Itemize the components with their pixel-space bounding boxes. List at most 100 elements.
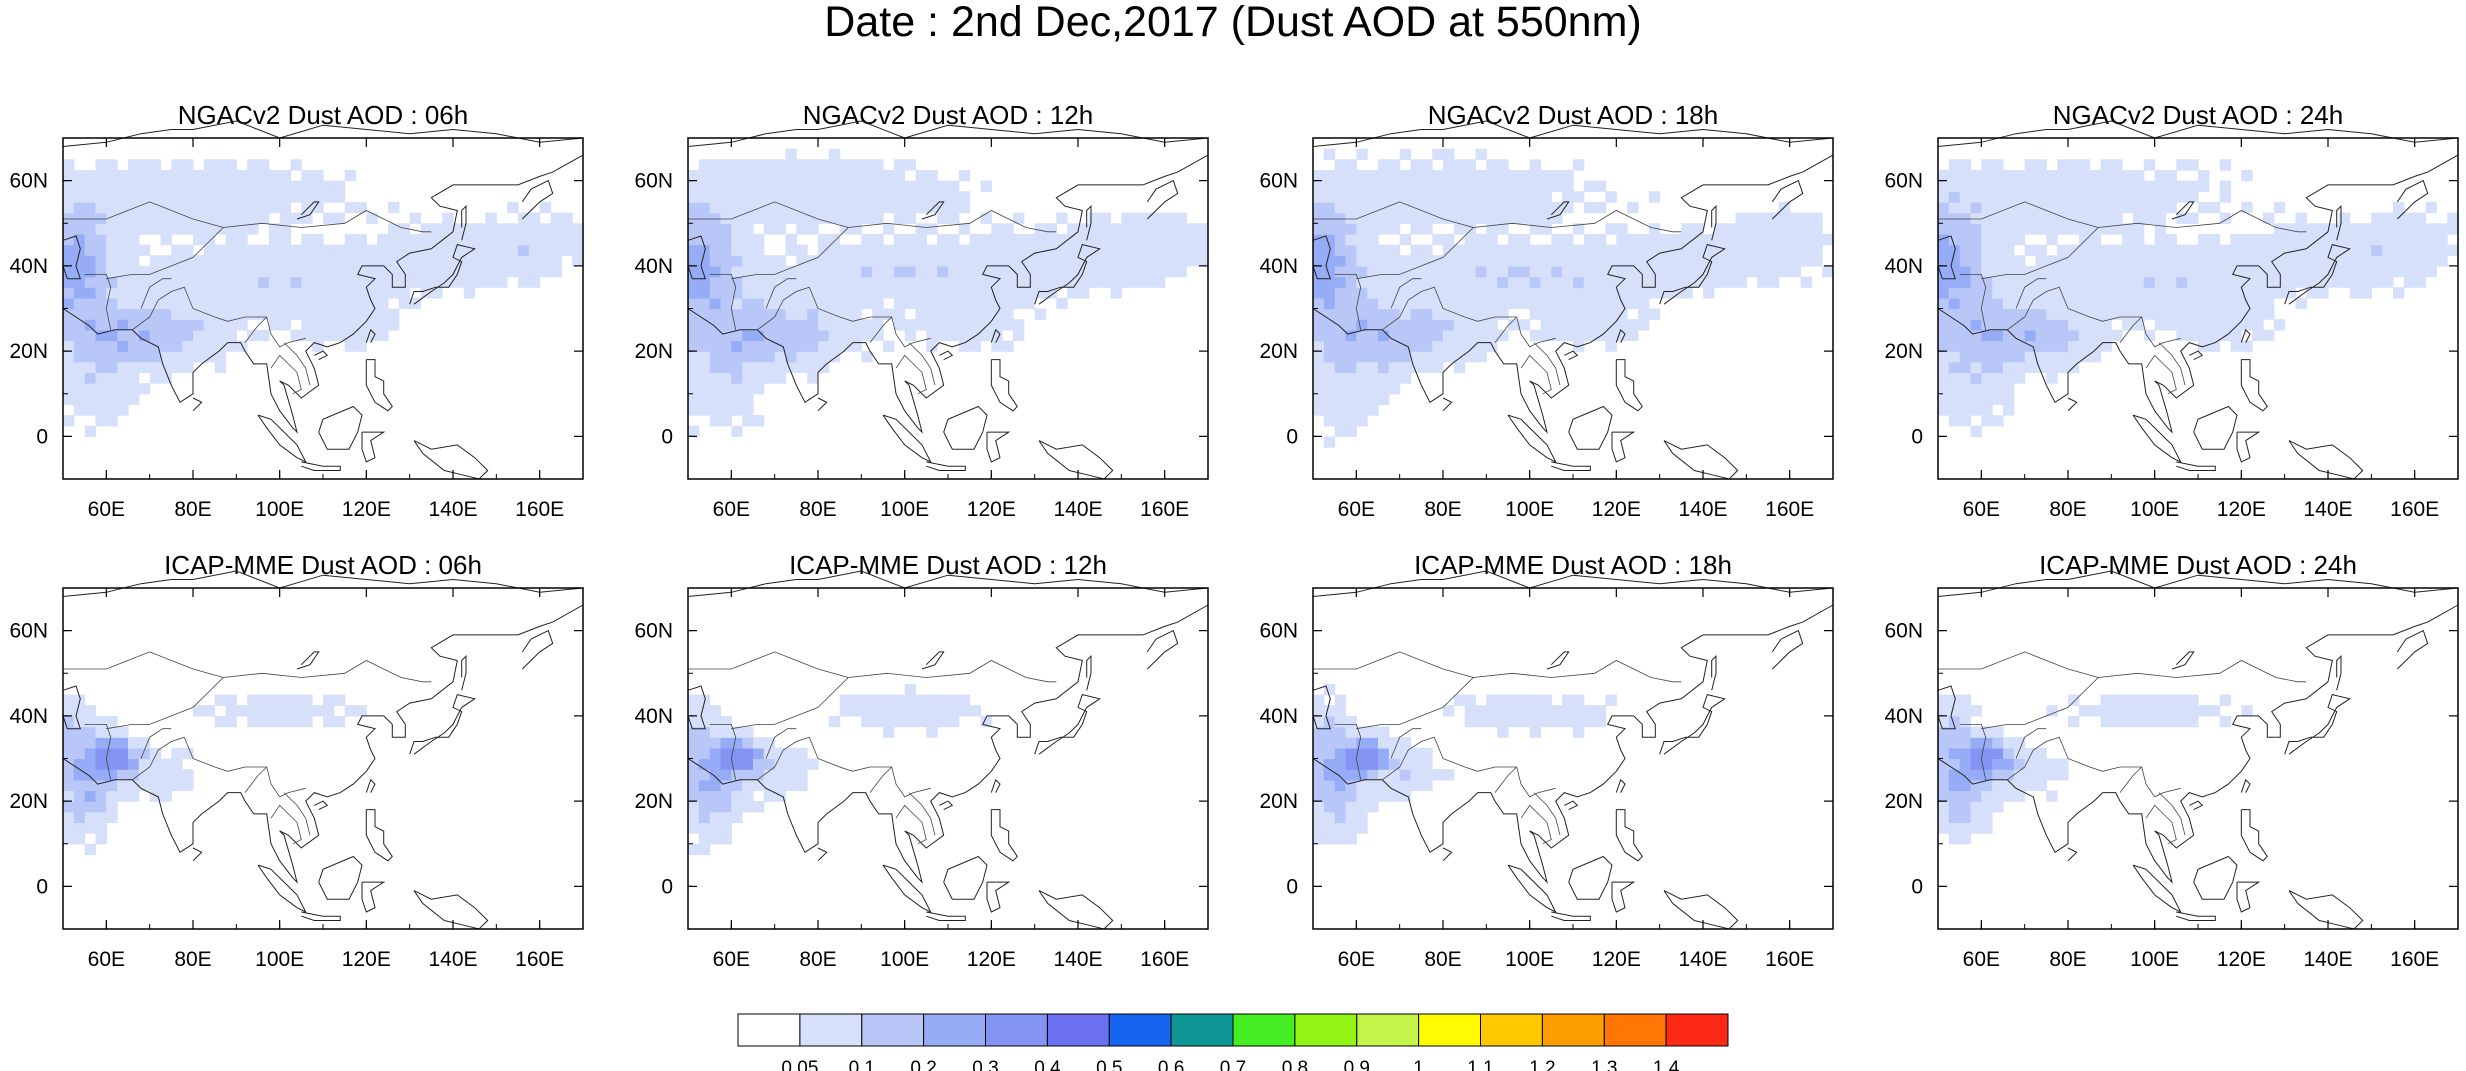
dust-cell bbox=[2024, 212, 2037, 224]
dust-cell bbox=[1313, 790, 1325, 802]
dust-cell bbox=[1627, 255, 1639, 267]
dust-cell bbox=[1778, 212, 1791, 224]
dust-cell bbox=[236, 705, 248, 717]
dust-cell bbox=[1399, 308, 1412, 320]
dust-cell bbox=[2078, 159, 2091, 171]
dust-cell bbox=[301, 265, 313, 278]
dust-cell bbox=[937, 201, 949, 214]
dust-cell bbox=[861, 244, 873, 256]
coastline bbox=[1086, 204, 1092, 241]
dust-cell bbox=[236, 276, 248, 288]
dust-cell bbox=[2046, 297, 2058, 310]
dust-cell bbox=[2089, 233, 2102, 246]
dust-cell bbox=[1938, 244, 1950, 256]
dust-cell bbox=[323, 191, 335, 203]
dust-cell bbox=[1334, 244, 1347, 256]
dust-cell bbox=[409, 255, 422, 267]
dust-cell bbox=[807, 351, 819, 363]
dust-cell bbox=[268, 308, 281, 320]
lat-tick-label: 0 bbox=[1911, 425, 1923, 448]
dust-cell bbox=[1045, 265, 1057, 278]
dust-cell bbox=[1388, 201, 1401, 214]
dust-cell bbox=[807, 170, 819, 182]
dust-cell bbox=[1981, 415, 1993, 427]
dust-cell bbox=[203, 297, 216, 310]
dust-cell bbox=[2035, 212, 2047, 224]
dust-cell bbox=[1981, 255, 1993, 267]
dust-cell bbox=[698, 769, 711, 781]
dust-cell bbox=[95, 329, 107, 342]
dust-cell bbox=[774, 308, 787, 320]
coastline bbox=[2284, 694, 2351, 755]
dust-cell bbox=[2035, 319, 2047, 331]
dust-cell bbox=[688, 747, 700, 760]
dust-cell bbox=[1573, 191, 1585, 203]
dust-cell bbox=[2349, 255, 2362, 267]
dust-cell bbox=[904, 233, 917, 246]
dust-cell bbox=[117, 287, 129, 299]
dust-cell bbox=[2143, 180, 2156, 192]
coastline bbox=[461, 654, 467, 691]
dust-cell bbox=[1464, 351, 1477, 363]
dust-cell bbox=[1518, 297, 1531, 310]
dust-cell bbox=[861, 201, 873, 214]
dust-cell bbox=[2133, 201, 2145, 214]
dust-cell bbox=[763, 372, 776, 384]
dust-cell bbox=[2263, 308, 2275, 320]
dust-cell bbox=[128, 287, 140, 299]
colorbar-swatch bbox=[1294, 1013, 1358, 1047]
dust-cell bbox=[225, 223, 237, 235]
dust-cell bbox=[323, 308, 335, 320]
dust-cell bbox=[698, 287, 711, 299]
dust-cell bbox=[1959, 319, 1972, 331]
dust-cell bbox=[742, 372, 754, 384]
dust-cell bbox=[2057, 361, 2069, 374]
lon-tick-label: 100E bbox=[880, 948, 929, 971]
country-border bbox=[1938, 201, 2099, 228]
dust-cell bbox=[258, 329, 270, 342]
dust-cell bbox=[893, 233, 906, 246]
dust-cell bbox=[1367, 297, 1379, 310]
dust-cell bbox=[2284, 287, 2297, 299]
dust-cell bbox=[1948, 415, 1961, 427]
dust-cell bbox=[1313, 779, 1325, 792]
dust-cell bbox=[839, 694, 852, 706]
coastline bbox=[1312, 120, 1834, 147]
dust-cell bbox=[431, 244, 443, 256]
dust-cell bbox=[377, 276, 389, 288]
colorbar-swatch bbox=[1541, 1013, 1605, 1047]
dust-cell bbox=[1197, 233, 1209, 246]
dust-cell bbox=[1475, 212, 1487, 224]
dust-cell bbox=[528, 233, 541, 246]
dust-cell bbox=[1508, 212, 1520, 224]
lon-tick-label: 60E bbox=[88, 498, 125, 521]
dust-cell bbox=[1938, 811, 1950, 824]
dust-cell bbox=[138, 383, 151, 395]
dust-cell bbox=[1334, 737, 1347, 749]
dust-cell bbox=[872, 255, 884, 267]
dust-cell bbox=[2046, 758, 2058, 770]
dust-cell bbox=[2241, 244, 2253, 256]
dust-cell bbox=[1421, 329, 1433, 342]
dust-cell bbox=[698, 372, 711, 384]
dust-cell bbox=[1313, 705, 1325, 717]
dust-cell bbox=[485, 233, 497, 246]
dust-cell bbox=[2403, 212, 2416, 224]
dust-cell bbox=[731, 170, 743, 182]
dust-cell bbox=[420, 265, 432, 278]
dust-cell bbox=[106, 276, 118, 288]
dust-cell bbox=[1367, 233, 1379, 246]
dust-cell bbox=[203, 265, 216, 278]
country-border bbox=[2158, 792, 2186, 836]
dust-cell bbox=[2035, 769, 2047, 781]
dust-cell bbox=[698, 758, 711, 770]
dust-cell bbox=[2078, 255, 2091, 267]
dust-cell bbox=[2165, 705, 2177, 717]
dust-cell bbox=[258, 191, 270, 203]
dust-cell bbox=[948, 244, 960, 256]
dust-cell bbox=[1948, 223, 1961, 235]
dust-cell bbox=[1778, 223, 1791, 235]
dust-cell bbox=[2003, 737, 2015, 749]
dust-cell bbox=[1529, 308, 1542, 320]
dust-cell bbox=[84, 244, 97, 256]
